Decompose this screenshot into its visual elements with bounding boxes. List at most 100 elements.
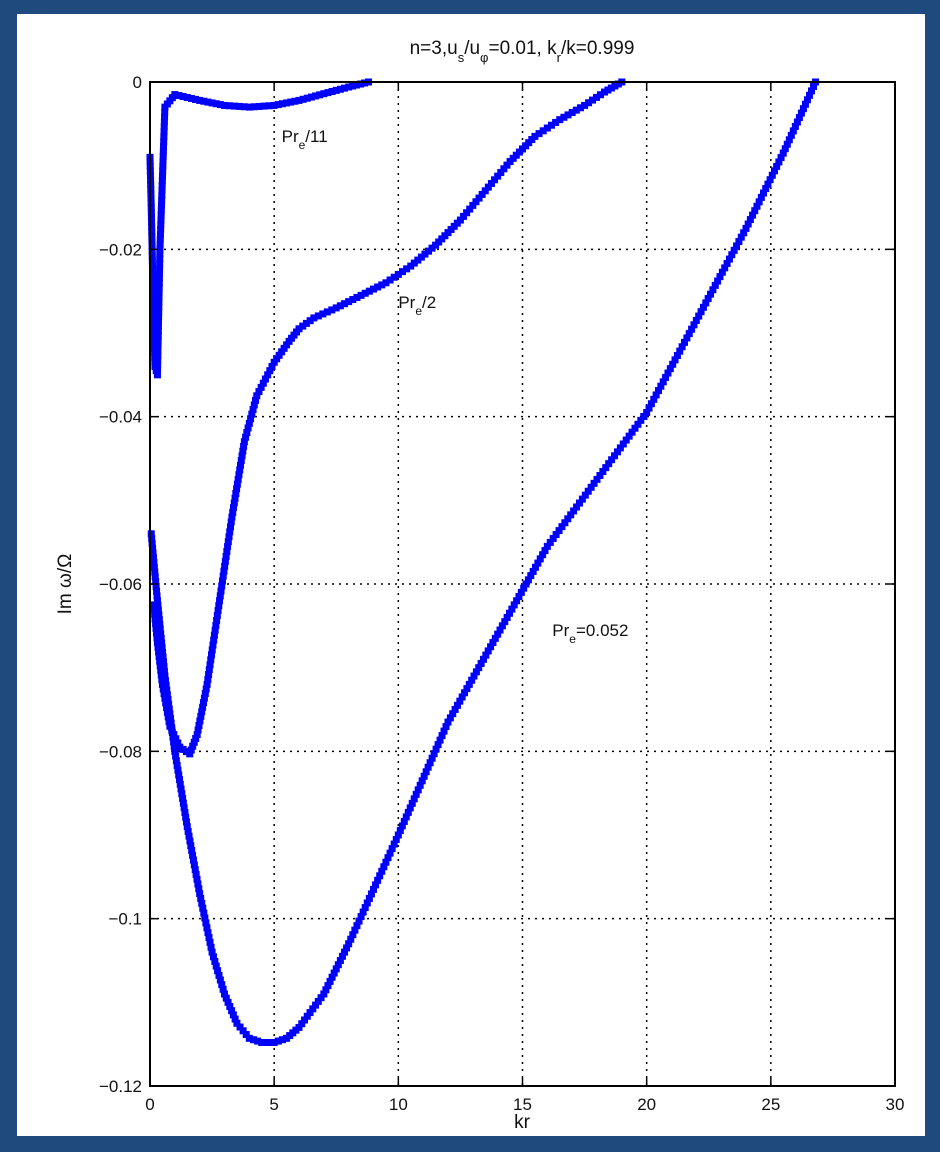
- data-point: [165, 700, 173, 708]
- data-point: [475, 664, 483, 672]
- data-point: [810, 82, 818, 90]
- data-point: [456, 216, 464, 224]
- data-point: [328, 306, 336, 314]
- data-point: [200, 97, 208, 105]
- data-point: [220, 567, 228, 575]
- data-point: [190, 738, 198, 746]
- data-point: [432, 745, 440, 753]
- data-point: [150, 558, 158, 566]
- curve-annotation: Pre/2: [398, 293, 436, 318]
- data-point: [182, 818, 190, 826]
- data-point: [616, 444, 624, 452]
- data-point: [149, 554, 157, 562]
- data-point: [160, 137, 168, 145]
- data-point: [240, 442, 248, 450]
- data-point: [417, 253, 425, 261]
- data-point: [245, 1034, 253, 1042]
- data-point: [159, 172, 167, 180]
- data-point: [233, 1019, 241, 1027]
- data-point: [205, 671, 213, 679]
- data-point: [332, 86, 340, 94]
- data-point: [245, 103, 253, 111]
- data-point: [336, 957, 344, 964]
- data-point: [704, 295, 712, 303]
- data-point: [149, 549, 157, 557]
- data-point: [797, 109, 805, 117]
- data-point: [330, 969, 338, 977]
- data-point: [227, 518, 235, 526]
- data-point: [150, 326, 158, 334]
- x-tick-label: 30: [886, 1095, 905, 1114]
- data-point: [593, 93, 601, 101]
- data-point: [785, 136, 793, 144]
- data-point: [353, 81, 361, 89]
- data-point: [154, 352, 162, 360]
- data-point: [198, 899, 206, 907]
- data-point: [673, 352, 681, 360]
- data-point: [158, 177, 166, 185]
- data-point: [171, 747, 179, 755]
- data-point: [215, 971, 223, 979]
- data-point: [170, 743, 178, 751]
- data-point: [204, 675, 212, 683]
- data-point: [150, 308, 158, 316]
- data-point: [372, 881, 380, 889]
- data-point: [536, 555, 544, 563]
- data-point: [541, 547, 549, 555]
- data-point: [178, 790, 186, 798]
- data-point: [394, 270, 402, 278]
- data-point: [224, 543, 232, 551]
- data-point: [155, 284, 163, 292]
- data-point: [155, 298, 163, 306]
- data-point: [575, 499, 583, 507]
- data-point: [195, 721, 203, 729]
- data-point: [157, 226, 165, 234]
- data-point: [212, 962, 220, 970]
- data-point: [460, 212, 468, 220]
- data-point: [171, 91, 179, 99]
- data-point: [322, 986, 330, 994]
- data-point: [576, 104, 584, 112]
- data-point: [255, 388, 263, 396]
- data-point: [357, 80, 365, 88]
- data-point: [685, 330, 693, 338]
- series-markers: [150, 78, 626, 758]
- data-point: [154, 342, 162, 350]
- data-point: [156, 625, 164, 633]
- data-point: [549, 534, 557, 542]
- data-point: [160, 658, 168, 666]
- y-tick-label: −0.04: [99, 408, 142, 427]
- data-point: [155, 653, 163, 661]
- data-point: [357, 291, 365, 299]
- data-point: [500, 165, 508, 173]
- data-point: [328, 87, 336, 95]
- data-point: [148, 257, 156, 265]
- data-point: [207, 656, 215, 664]
- data-point: [253, 392, 261, 400]
- data-point: [422, 768, 430, 776]
- data-point: [361, 904, 369, 912]
- data-point: [619, 440, 627, 448]
- data-point: [416, 781, 424, 789]
- data-point: [424, 247, 432, 255]
- data-point: [162, 677, 170, 685]
- data-point: [351, 926, 359, 934]
- data-point: [197, 712, 205, 720]
- data-point: [695, 312, 703, 320]
- data-point: [805, 91, 813, 99]
- data-point: [159, 653, 167, 661]
- data-point: [151, 573, 159, 581]
- data-point: [637, 416, 645, 424]
- data-point: [716, 273, 724, 281]
- data-point: [153, 639, 161, 647]
- data-point: [398, 268, 406, 276]
- data-point: [152, 578, 160, 586]
- data-point: [252, 396, 260, 404]
- data-point: [159, 152, 167, 160]
- data-point: [367, 890, 375, 898]
- data-point: [156, 620, 164, 628]
- data-point: [155, 313, 163, 321]
- data-point: [155, 294, 163, 302]
- data-point: [233, 480, 241, 488]
- data-point: [378, 281, 386, 289]
